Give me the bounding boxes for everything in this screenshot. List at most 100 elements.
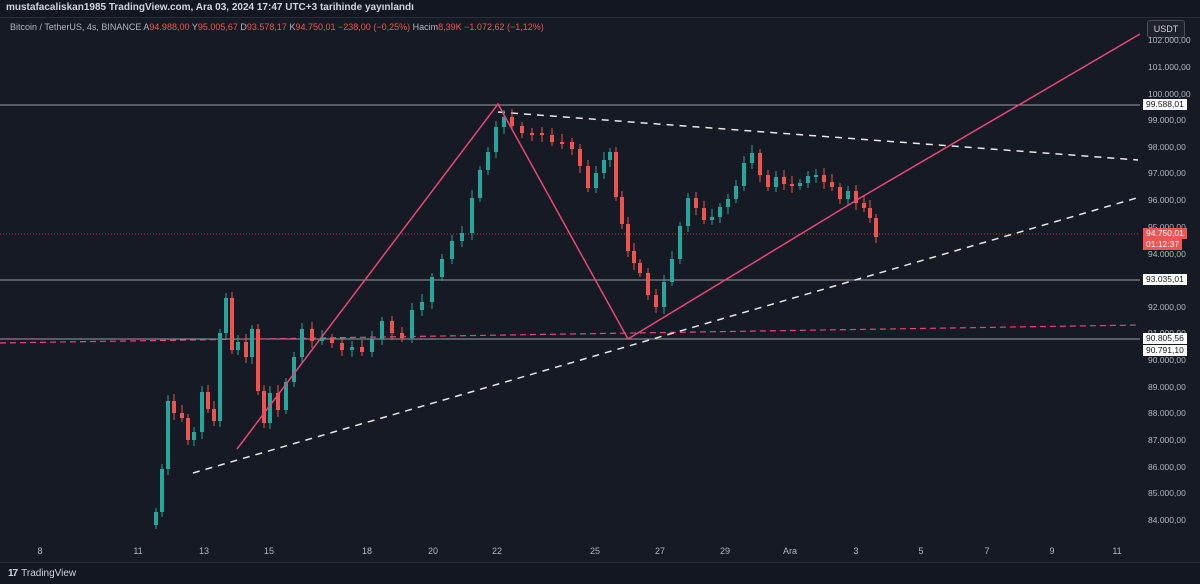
- y-tick: 90.000,00: [1148, 355, 1186, 365]
- candle-body: [430, 277, 434, 302]
- candle-body: [370, 339, 374, 352]
- open-value: 94.988,00: [149, 22, 190, 32]
- candle-body: [854, 191, 858, 203]
- candle-body: [494, 127, 498, 152]
- y-tick: 86.000,00: [1148, 462, 1186, 472]
- symbol-legend: Bitcoin / TetherUS, 4s, BINANCE A94.988,…: [10, 22, 544, 32]
- candle-body: [350, 347, 354, 350]
- candle-body: [822, 175, 826, 182]
- candle-body: [830, 182, 834, 187]
- candle-body: [192, 432, 196, 440]
- x-tick: 25: [589, 546, 601, 556]
- candle-body: [846, 191, 850, 199]
- candle-body: [200, 392, 204, 432]
- candle-body: [862, 203, 866, 208]
- candle-body: [614, 152, 618, 197]
- candle-body: [154, 512, 158, 525]
- candle-body: [766, 175, 770, 187]
- candle-body: [236, 342, 240, 350]
- upper-dashed-trendline[interactable]: [497, 111, 1139, 161]
- y-tick: 92.000,00: [1148, 302, 1186, 312]
- candle-body: [586, 166, 590, 188]
- candle-body: [460, 233, 464, 241]
- price-label-90805: 90.805,56: [1143, 333, 1187, 344]
- candle-body: [654, 295, 658, 307]
- brand-name: TradingView: [21, 568, 77, 579]
- candle-body: [310, 329, 314, 341]
- lower-dashed-trendline[interactable]: [192, 196, 1141, 474]
- high-key: Y: [191, 22, 198, 32]
- current-price-label: 94.750,01: [1143, 228, 1187, 239]
- candle-body: [262, 391, 266, 423]
- candle-body: [670, 259, 674, 282]
- candle-body: [300, 329, 304, 357]
- x-tick: 27: [654, 546, 666, 556]
- x-tick: 8: [37, 546, 43, 556]
- candle-body: [224, 298, 228, 333]
- candle-body: [726, 199, 730, 207]
- candle-body: [520, 126, 524, 133]
- pink-dashed-line[interactable]: [0, 324, 1141, 344]
- x-tick: 7: [984, 546, 990, 556]
- y-tick: 94.000,00: [1148, 249, 1186, 259]
- x-tick: 5: [918, 546, 924, 556]
- candle-body: [320, 338, 324, 341]
- candle-body: [440, 259, 444, 277]
- volume-key: Hacim: [412, 22, 439, 32]
- tradingview-brand[interactable]: 17 TradingView: [8, 568, 76, 579]
- candle-body: [268, 393, 272, 423]
- y-tick: 102.000,00: [1148, 35, 1191, 45]
- x-tick: 3: [853, 546, 859, 556]
- bottom-bar: 17 TradingView: [0, 562, 1200, 584]
- candle-body: [718, 207, 722, 217]
- y-tick: 88.000,00: [1148, 408, 1186, 418]
- candle-body: [694, 198, 698, 208]
- candle-body: [742, 163, 746, 186]
- candle-body: [602, 160, 606, 173]
- candle-body: [686, 198, 690, 226]
- volume-change: −1.072,62 (−1,12%): [464, 22, 544, 32]
- candle-body: [206, 392, 210, 409]
- published-info: mustafacaliskan1985 TradingView.com, Ara…: [6, 2, 414, 13]
- pink-pattern-line[interactable]: [236, 102, 861, 450]
- y-tick: 101.000,00: [1148, 62, 1191, 72]
- candle-body: [186, 418, 190, 440]
- high-value: 95.005,67: [197, 22, 238, 32]
- symbol-name[interactable]: Bitcoin / TetherUS, 4s, BINANCE: [10, 22, 142, 32]
- change-value: −238,00 (−0,25%): [338, 22, 411, 32]
- x-tick: 22: [491, 546, 503, 556]
- candle-body: [530, 133, 534, 135]
- candle-body: [502, 117, 506, 127]
- candle-body: [838, 187, 842, 199]
- candle-body: [478, 170, 482, 198]
- candle-body: [632, 251, 636, 263]
- pink-extension-line[interactable]: [859, 33, 1141, 199]
- volume-value: 8,39K: [438, 22, 462, 32]
- candle-body: [540, 133, 544, 135]
- candle-body: [710, 217, 714, 220]
- y-tick: 96.000,00: [1148, 195, 1186, 205]
- candle-body: [638, 263, 642, 273]
- tradingview-logo-icon: 17: [8, 568, 18, 579]
- candle-body: [250, 329, 254, 357]
- y-tick: 100.000,00: [1148, 89, 1191, 99]
- candle-body: [172, 401, 176, 413]
- candle-body: [702, 208, 706, 220]
- open-key: A: [143, 22, 150, 32]
- candle-body: [774, 177, 778, 187]
- y-tick: 97.000,00: [1148, 168, 1186, 178]
- candle-body: [608, 152, 612, 160]
- y-tick: 84.000,00: [1148, 515, 1186, 525]
- close-value: 94.750,01: [295, 22, 336, 32]
- price-label-93035: 93.035,01: [1143, 274, 1187, 285]
- x-tick: 11: [1112, 546, 1122, 556]
- candle-body: [230, 298, 234, 350]
- currency-button[interactable]: USDT: [1147, 20, 1185, 38]
- candle-body: [646, 273, 650, 295]
- candle-body: [160, 469, 164, 512]
- candle-body: [798, 183, 802, 186]
- candle-body: [782, 177, 786, 184]
- candle-body: [166, 401, 170, 469]
- candle-body: [212, 409, 216, 421]
